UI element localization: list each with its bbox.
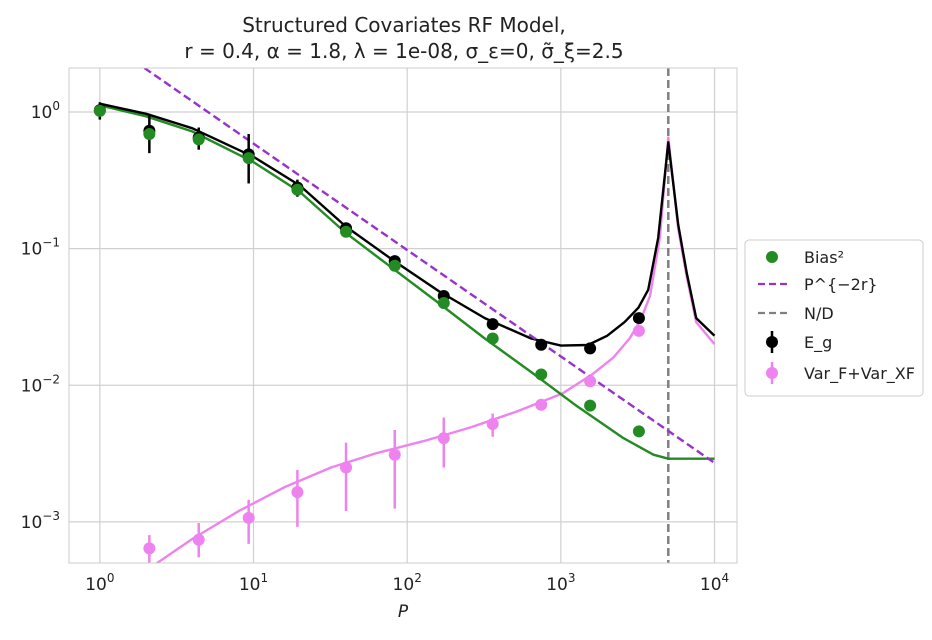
var-point [291,486,304,499]
y-tick-label: 10−1 [21,236,60,260]
curve-layer [99,68,716,563]
chart-title-line1: Structured Covariates RF Model, [242,13,566,37]
legend: Bias² P^{−2r} N/D E_g Var_F+Var_XF [744,239,924,397]
var-point [242,511,255,524]
legend-nd-label: N/D [804,304,834,323]
bias-point [486,332,499,345]
eg-point [584,342,597,355]
legend-var-label: Var_F+Var_XF [804,364,915,384]
x-tick-label: 102 [393,571,422,595]
var-point [388,448,401,461]
y-tick-label: 10−2 [21,372,60,396]
legend-var-marker [766,367,778,379]
bias-point [632,425,645,438]
x-tick-label: 100 [85,571,114,595]
bias-point [291,183,304,196]
legend-bias-marker [766,251,778,263]
var-point [486,418,499,431]
bias-point [143,128,156,141]
var-point [192,533,205,546]
bias-point [192,133,205,146]
x-axis-label: P [398,602,409,622]
chart-title-line2: r = 0.4, α = 1.8, λ = 1e-08, σ_ε=0, σ̃_ξ… [184,39,623,63]
y-tick-label: 10−3 [21,509,60,533]
eg-point [535,338,548,351]
legend-eg-marker [766,336,778,348]
bias-point [437,297,450,310]
grid-lines [69,68,737,563]
legend-bias-label: Bias² [804,248,844,267]
y-tick-label: 100 [31,99,60,123]
var-point [143,542,156,555]
bias-point [584,399,597,412]
tick-labels: 100 101 102 103 104 100 10−1 10−2 10−3 [21,99,730,595]
var-point [535,398,548,411]
legend-eg-label: E_g [804,333,832,353]
bias-point [340,225,353,238]
bias-point [242,152,255,165]
var-point [437,432,450,445]
bias-point [388,259,401,272]
eg-point [486,318,499,331]
power-law-line [143,68,716,464]
bias-point [535,368,548,381]
x-tick-label: 103 [546,571,575,595]
point-layer [93,104,645,555]
var-point [340,461,353,474]
bias-point [93,104,106,117]
eg-point [632,312,645,325]
var-point [632,324,645,337]
legend-frame [744,239,924,397]
legend-power-label: P^{−2r} [804,275,878,294]
plot-frame [68,67,738,564]
x-tick-label: 104 [700,571,729,595]
var-point [584,375,597,388]
x-tick-label: 101 [239,571,268,595]
bias-curve [99,104,715,460]
eg-curve [99,102,716,347]
